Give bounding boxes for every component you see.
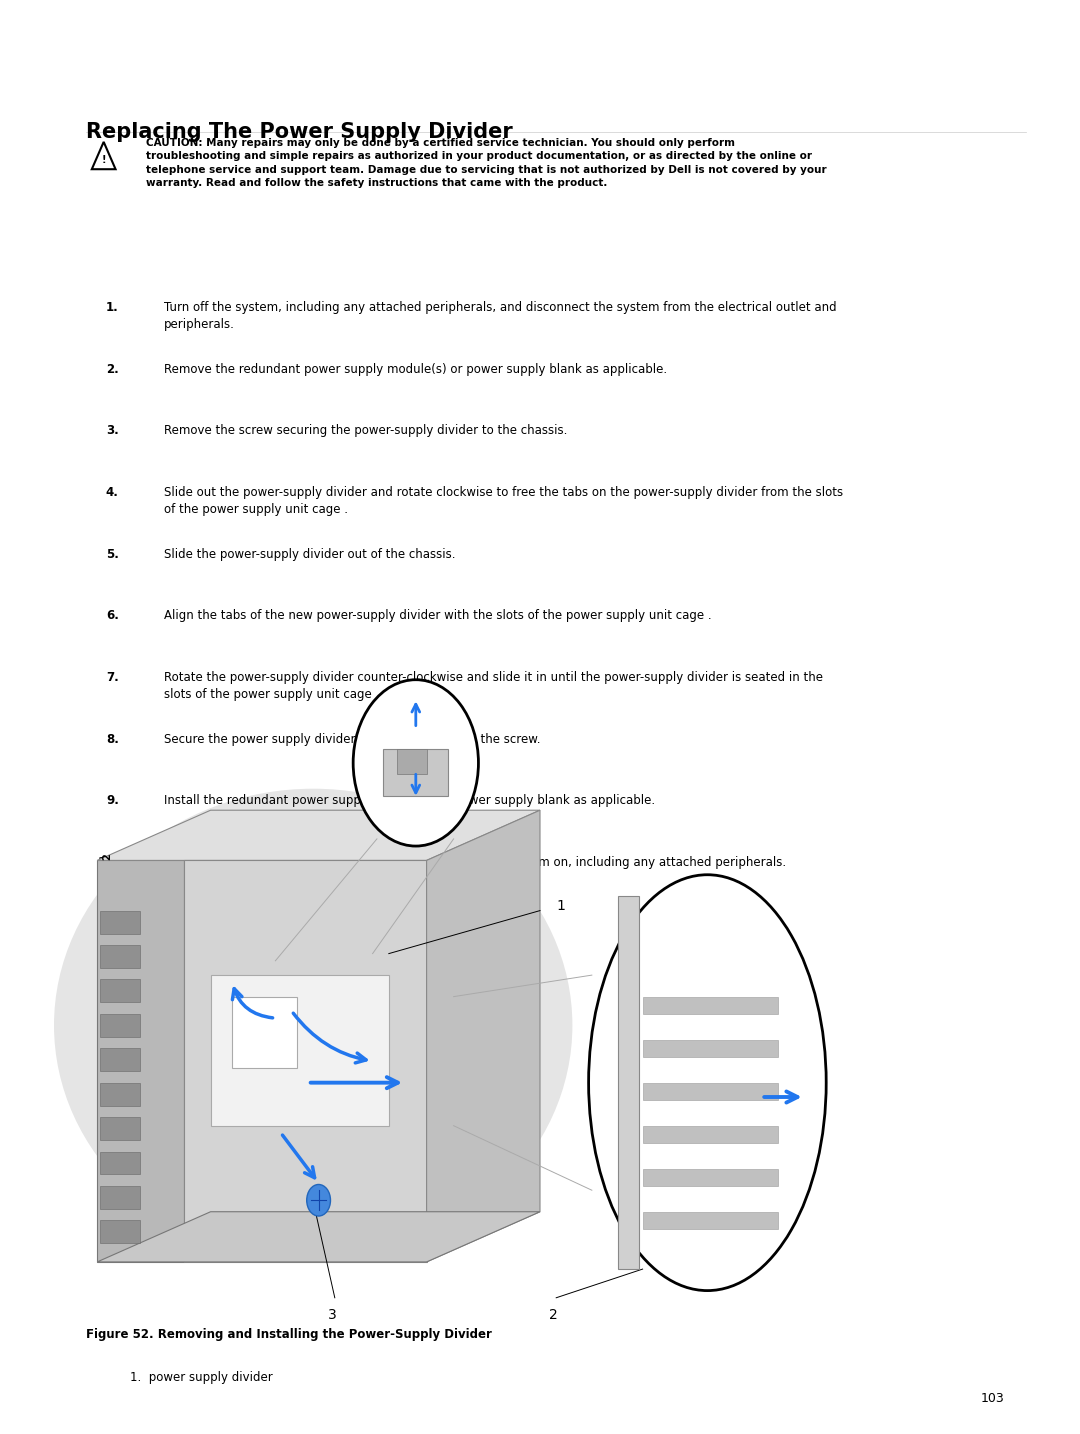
Circle shape [353, 680, 478, 846]
Text: Rotate the power-supply divider counter-clockwise and slide it in until the powe: Rotate the power-supply divider counter-… [164, 671, 823, 701]
Text: 1.  power supply divider: 1. power supply divider [130, 1371, 272, 1384]
Text: 1.: 1. [106, 301, 119, 314]
Polygon shape [643, 1169, 778, 1186]
Polygon shape [643, 1212, 778, 1229]
Polygon shape [100, 1083, 140, 1106]
Text: 3.: 3. [106, 424, 119, 437]
Polygon shape [100, 1152, 140, 1174]
Polygon shape [100, 979, 140, 1002]
Text: 6.: 6. [106, 609, 119, 622]
Text: Turn off the system, including any attached peripherals, and disconnect the syst: Turn off the system, including any attac… [164, 301, 837, 331]
Polygon shape [97, 860, 184, 1262]
Polygon shape [97, 1212, 540, 1262]
Text: 2.: 2. [106, 363, 119, 376]
Text: 2: 2 [549, 1308, 557, 1322]
Polygon shape [100, 1117, 140, 1140]
Text: 10.: 10. [98, 856, 119, 869]
Polygon shape [97, 810, 540, 860]
Text: 3: 3 [328, 1308, 337, 1322]
Text: 4.: 4. [106, 486, 119, 499]
Polygon shape [100, 911, 140, 934]
Polygon shape [643, 997, 778, 1014]
Text: Align the tabs of the new power-supply divider with the slots of the power suppl: Align the tabs of the new power-supply d… [164, 609, 712, 622]
Text: Secure the power supply divider to the chassis using the screw.: Secure the power supply divider to the c… [164, 733, 541, 746]
Polygon shape [100, 1186, 140, 1209]
Text: Replacing The Power Supply Divider: Replacing The Power Supply Divider [86, 122, 513, 142]
Polygon shape [618, 896, 639, 1269]
Polygon shape [383, 749, 448, 796]
Ellipse shape [54, 789, 572, 1262]
Polygon shape [427, 810, 540, 1262]
Polygon shape [643, 1083, 778, 1100]
Text: 7.: 7. [106, 671, 119, 684]
Polygon shape [211, 975, 389, 1126]
Text: 1: 1 [556, 899, 565, 913]
Polygon shape [100, 1014, 140, 1037]
Ellipse shape [589, 875, 826, 1291]
Polygon shape [232, 997, 297, 1068]
Polygon shape [397, 749, 427, 774]
Polygon shape [100, 945, 140, 968]
Text: 103: 103 [981, 1392, 1004, 1405]
Text: 2: 2 [103, 853, 112, 860]
Text: Figure 52. Removing and Installing the Power-Supply Divider: Figure 52. Removing and Installing the P… [86, 1328, 492, 1341]
Polygon shape [643, 1126, 778, 1143]
Text: Remove the screw securing the power-supply divider to the chassis.: Remove the screw securing the power-supp… [164, 424, 567, 437]
Polygon shape [643, 1040, 778, 1057]
Text: CAUTION: Many repairs may only be done by a certified service technician. You sh: CAUTION: Many repairs may only be done b… [146, 138, 826, 188]
Polygon shape [100, 1048, 140, 1071]
Text: Reconnect the system to its electrical outlet and turn the system on, including : Reconnect the system to its electrical o… [164, 856, 786, 869]
Text: Slide out the power-supply divider and rotate clockwise to free the tabs on the : Slide out the power-supply divider and r… [164, 486, 843, 516]
Text: Slide the power-supply divider out of the chassis.: Slide the power-supply divider out of th… [164, 548, 456, 561]
Text: 5.: 5. [106, 548, 119, 561]
Text: !: ! [102, 155, 106, 165]
Polygon shape [184, 860, 427, 1262]
Text: 8.: 8. [106, 733, 119, 746]
Text: Remove the redundant power supply module(s) or power supply blank as applicable.: Remove the redundant power supply module… [164, 363, 667, 376]
Text: 9.: 9. [106, 794, 119, 807]
Text: Install the redundant power supply module(s) or power supply blank as applicable: Install the redundant power supply modul… [164, 794, 656, 807]
Polygon shape [100, 1220, 140, 1243]
Circle shape [307, 1184, 330, 1216]
